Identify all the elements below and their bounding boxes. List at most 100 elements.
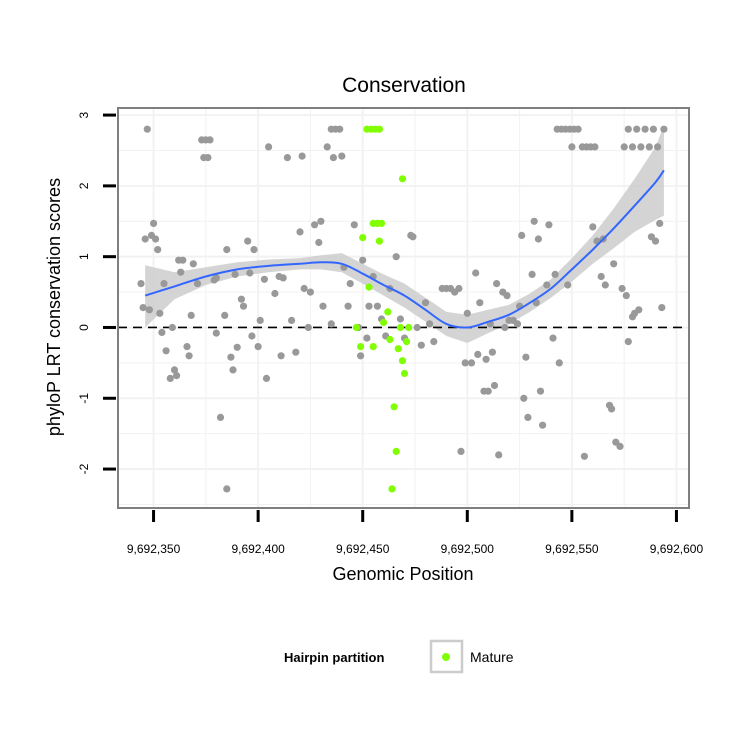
other-point (649, 125, 658, 133)
other-point (212, 329, 220, 337)
other-point (597, 272, 605, 281)
other-point (488, 348, 496, 356)
other-point (518, 231, 526, 239)
other-point (152, 235, 160, 243)
other-point (660, 125, 668, 133)
other-point (620, 143, 628, 151)
plot-panel (117, 107, 690, 509)
x-axis-title: Genomic Position (332, 564, 473, 584)
other-point (601, 281, 609, 289)
other-point (156, 309, 164, 317)
other-point (616, 442, 624, 450)
other-point (633, 125, 641, 133)
x-tick-label: 9,692,500 (441, 542, 495, 556)
other-point (461, 359, 469, 367)
other-point (568, 143, 576, 151)
other-point (359, 256, 367, 264)
other-point (223, 485, 231, 493)
other-point (223, 246, 231, 254)
other-point (457, 447, 465, 455)
mature-point (400, 369, 409, 378)
points-other-layer (137, 125, 668, 493)
other-point (530, 217, 538, 225)
other-point (396, 315, 404, 323)
other-point (392, 253, 400, 261)
x-tick-label: 9,692,550 (545, 542, 599, 556)
other-point (304, 323, 312, 332)
other-point (658, 304, 666, 312)
other-point (344, 302, 352, 310)
mature-point (384, 308, 392, 316)
other-point (409, 233, 417, 241)
x-tick-label: 9,692,450 (336, 542, 390, 556)
other-point (373, 302, 381, 310)
y-axis-title: phyloP LRT conservation scores (44, 178, 64, 436)
other-point (413, 323, 421, 332)
other-point (246, 269, 254, 277)
mature-point (392, 447, 400, 455)
other-point (472, 269, 480, 277)
mature-point (357, 343, 365, 351)
mature-point (388, 485, 396, 493)
mature-point (377, 219, 386, 227)
other-point (346, 280, 354, 288)
mature-point (398, 357, 407, 365)
other-point (329, 154, 337, 162)
legend-label-mature: Mature (470, 649, 514, 665)
other-point (455, 284, 463, 293)
other-point (300, 284, 308, 293)
y-tick-label: -1 (77, 393, 91, 404)
other-point (145, 306, 153, 314)
other-point (624, 125, 632, 133)
other-point (426, 320, 434, 328)
other-point (323, 143, 331, 151)
other-point (139, 304, 147, 312)
other-point (534, 235, 543, 243)
other-point (229, 366, 237, 374)
chart-title: Conservation (342, 74, 466, 97)
other-point (187, 311, 195, 319)
other-point (160, 280, 168, 288)
x-tick-label: 9,692,350 (127, 542, 181, 556)
gridlines (118, 108, 689, 508)
mature-point (398, 175, 407, 183)
other-point (158, 328, 166, 336)
other-point (204, 154, 212, 162)
other-point (564, 281, 572, 289)
other-point (271, 289, 279, 298)
other-point (365, 302, 373, 310)
other-point (336, 125, 344, 133)
other-point (522, 353, 530, 361)
other-point (183, 343, 191, 351)
other-point (250, 246, 258, 254)
other-point (173, 372, 181, 380)
other-point (244, 237, 252, 245)
other-point (641, 125, 649, 133)
other-point (513, 320, 522, 328)
mature-point (359, 234, 367, 242)
other-point (608, 405, 616, 413)
loess-smooth-line (144, 169, 665, 329)
other-point (503, 292, 511, 300)
panel-border (117, 107, 690, 509)
other-point (622, 292, 630, 300)
other-point (484, 387, 492, 395)
other-point (298, 152, 306, 160)
other-point (536, 387, 545, 395)
x-tick-label: 9,692,600 (650, 542, 704, 556)
other-point (206, 136, 214, 144)
other-point (216, 413, 225, 421)
other-point (610, 260, 618, 268)
y-tick-label: 2 (77, 182, 91, 189)
other-point (168, 323, 176, 332)
points-mature-layer (352, 125, 413, 493)
other-point (501, 323, 509, 332)
other-point (467, 359, 476, 367)
other-point (551, 270, 559, 278)
other-point (141, 235, 149, 243)
other-point (179, 256, 187, 264)
smooth-line-layer (144, 169, 665, 329)
y-axis: -2 -1 0 1 2 3 (77, 111, 116, 474)
other-point (317, 217, 325, 225)
